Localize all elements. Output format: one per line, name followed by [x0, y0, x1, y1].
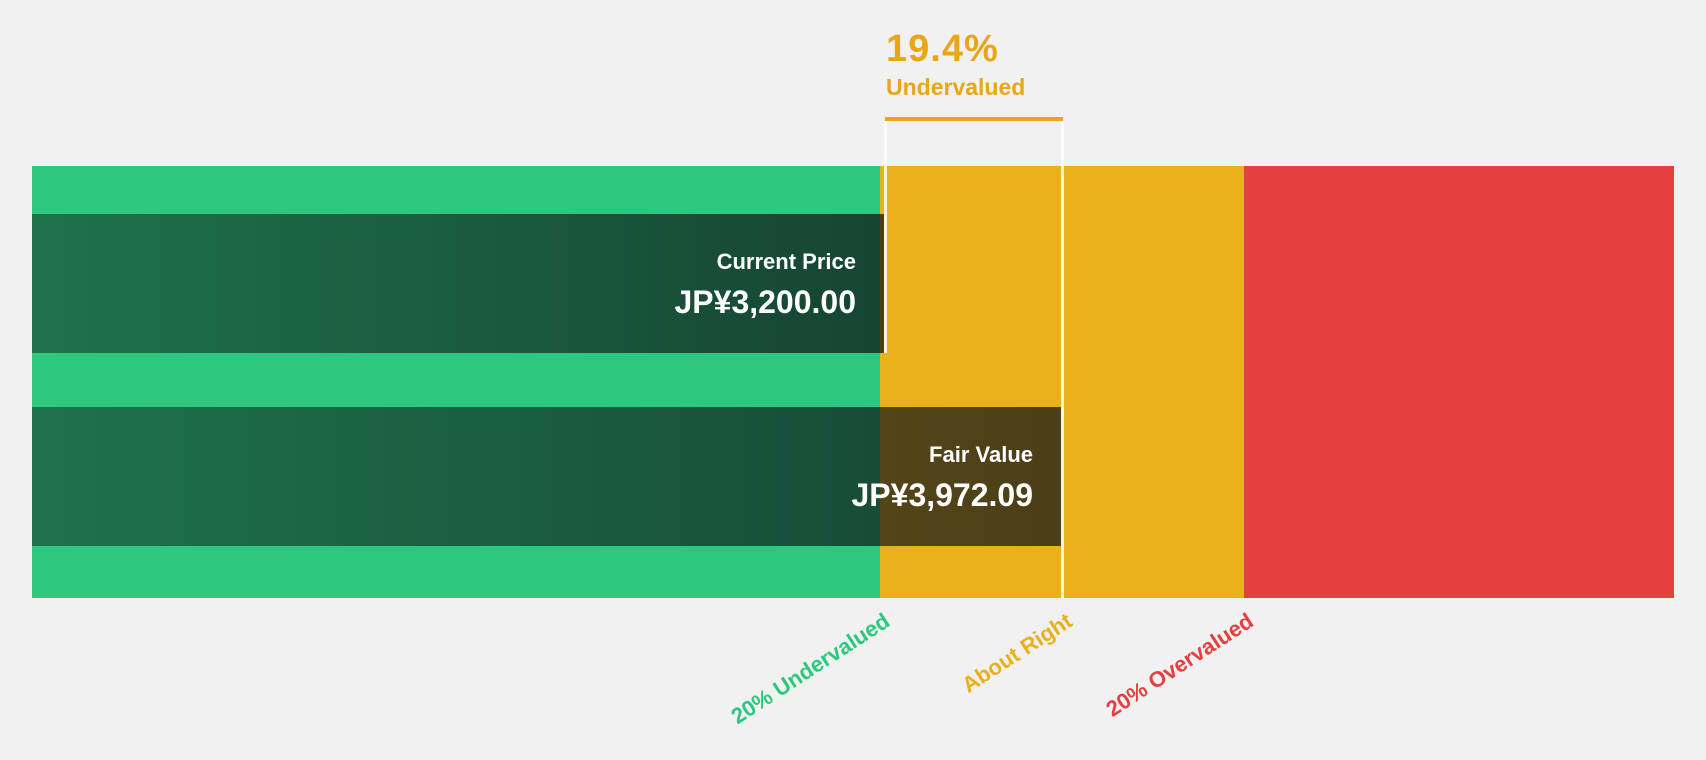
fair-value-label: Fair Value [929, 441, 1033, 467]
current-price-bar[interactable]: Current Price JP¥3,200.00 [32, 214, 884, 353]
current-price-marker-line [884, 121, 887, 353]
tick-20pct-overvalued: 20% Overvalued [1101, 608, 1258, 722]
tick-20pct-undervalued: 20% Undervalued [726, 608, 894, 729]
discount-label: Undervalued [886, 74, 1026, 100]
discount-percent: 19.4% [886, 28, 999, 70]
fair-value-marker-line [1061, 121, 1064, 598]
discount-badge: 19.4% Undervalued [886, 26, 1186, 102]
tick-about-right: About Right [957, 608, 1077, 698]
fair-value-bar[interactable]: Fair Value JP¥3,972.09 [32, 407, 1061, 546]
current-price-value: JP¥3,200.00 [674, 283, 857, 320]
fair-value-value: JP¥3,972.09 [851, 476, 1034, 513]
current-price-label: Current Price [716, 248, 856, 274]
valuation-band: Current Price JP¥3,200.00 Fair Value JP¥… [32, 166, 1674, 598]
discount-bracket-line [885, 117, 1063, 121]
zone-overvalued[interactable] [1244, 166, 1674, 598]
